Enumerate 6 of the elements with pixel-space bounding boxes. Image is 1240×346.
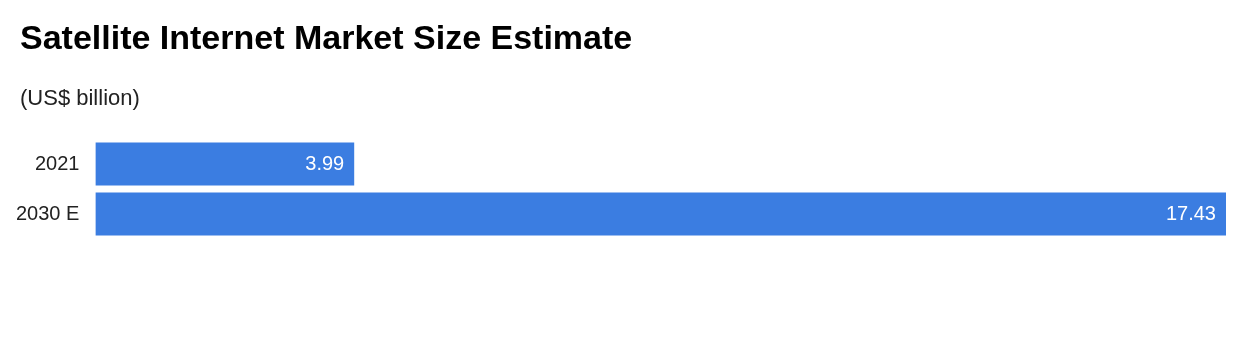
data-label: 17.43 xyxy=(1165,201,1216,224)
y-tick-label: 2030 E xyxy=(16,201,80,224)
chart-subtitle: (US$ billion) xyxy=(20,85,141,111)
data-label: 3.99 xyxy=(305,151,345,174)
y-tick-label: 2021 xyxy=(34,151,80,174)
chart-title: Satellite Internet Market Size Estimate xyxy=(20,18,634,57)
